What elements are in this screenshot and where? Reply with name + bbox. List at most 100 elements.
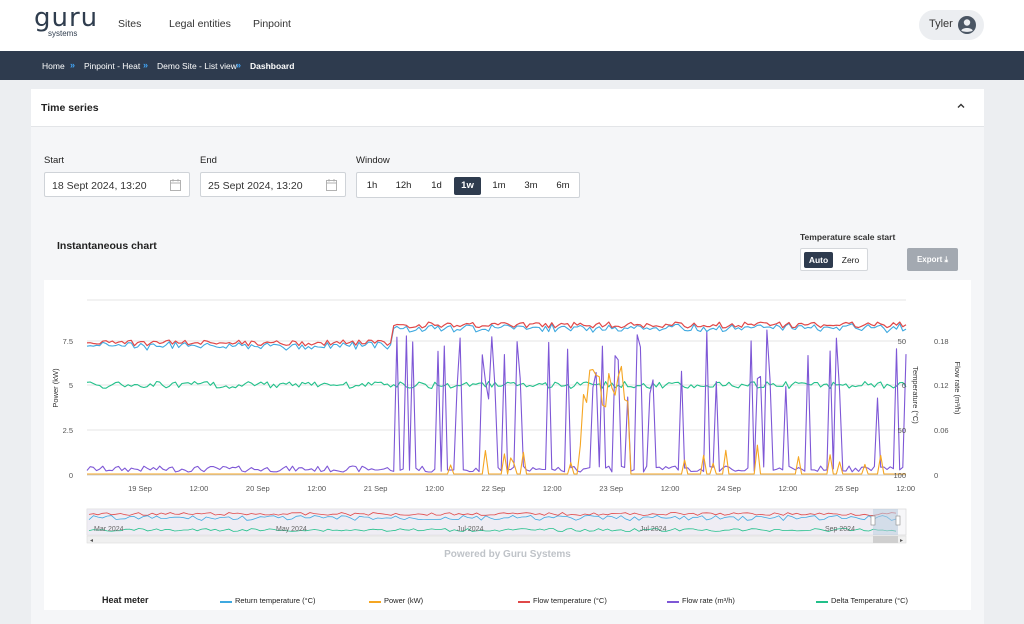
scale-zero-button[interactable]: Zero — [841, 255, 860, 265]
end-date-field[interactable]: 25 Sept 2024, 13:20 — [200, 172, 346, 197]
x-tick-label: 12:00 — [661, 484, 680, 493]
y-tick-left: 7.5 — [63, 337, 73, 346]
window-1h-button[interactable]: 1h — [366, 180, 378, 191]
breadcrumb-chevron-icon: » — [143, 60, 149, 70]
export-button[interactable]: Export ⤓ — [907, 248, 958, 271]
guru-systems-logo[interactable]: guru systems — [34, 3, 97, 39]
x-tick-label: 23 Sep — [599, 484, 623, 493]
range-navigator[interactable]: Mar 2024 May 2024 Jul 2024 Jul 2024 Sep … — [86, 508, 907, 544]
legend-power[interactable]: Power (kW) — [384, 596, 424, 605]
top-navigation-bar: guru systems Sites Legal entities Pinpoi… — [0, 0, 1024, 51]
series-return-temperature[interactable] — [86, 323, 907, 351]
legend-swatch-delta-temp — [816, 601, 828, 603]
y-tick-temperature: 50 — [898, 426, 906, 435]
panel-header[interactable]: Time series — [31, 89, 984, 127]
breadcrumb-chevron-icon: » — [70, 60, 76, 70]
window-1d-button[interactable]: 1d — [431, 180, 442, 191]
y-tick-temperature: 100 — [893, 471, 906, 480]
export-label: Export — [916, 255, 943, 264]
x-tick-label: 22 Sep — [482, 484, 506, 493]
navigator-delta-temperature — [88, 528, 897, 532]
chart-series-layer — [86, 321, 907, 475]
x-tick-label: 24 Sep — [717, 484, 741, 493]
x-tick-label: 21 Sep — [364, 484, 388, 493]
breadcrumb: Home » Pinpoint - Heat » Demo Site - Lis… — [0, 51, 1024, 80]
scroll-right-icon[interactable]: ▸ — [900, 538, 903, 544]
navigator-label: Jul 2024 — [640, 526, 667, 533]
window-6m-button[interactable]: 6m — [556, 180, 570, 191]
breadcrumb-pinpoint-heat[interactable]: Pinpoint - Heat — [84, 61, 141, 71]
user-avatar-icon — [958, 16, 976, 34]
y-tick-left: 5 — [69, 381, 73, 390]
x-tick-label: 12:00 — [190, 484, 209, 493]
y-axis-label-power: Power (kW) — [51, 368, 60, 408]
window-1w-button[interactable]: 1w — [454, 177, 481, 195]
y-tick-flow-rate: 0.12 — [934, 381, 949, 390]
navigator-flow-temperature — [88, 512, 897, 516]
collapse-chevron-icon[interactable] — [956, 101, 966, 111]
navigator-series — [88, 512, 897, 532]
navigator-label: Mar 2024 — [94, 526, 124, 533]
temperature-scale-toggle: Auto Zero — [800, 248, 868, 271]
x-tick-label: 12:00 — [896, 484, 915, 493]
window-3m-button[interactable]: 3m — [524, 180, 538, 191]
navigator-right-handle[interactable] — [895, 515, 901, 526]
navigator-scrollbar[interactable] — [86, 535, 907, 544]
instantaneous-chart[interactable]: 7.5 5 2.5 0 Power (kW) 50 0 50 100 Tempe… — [44, 280, 971, 550]
panel-title: Time series — [41, 102, 99, 114]
legend-swatch-return-temp — [220, 601, 232, 603]
temperature-scale-label: Temperature scale start — [800, 232, 896, 242]
start-date-field[interactable]: 18 Sept 2024, 13:20 — [44, 172, 190, 197]
x-tick-label: 12:00 — [307, 484, 326, 493]
y-axis-label-flow-rate: Flow rate (m³/h) — [953, 362, 962, 415]
series-delta-temperature[interactable] — [86, 380, 907, 390]
breadcrumb-dashboard: Dashboard — [250, 61, 295, 71]
time-series-panel: Time series Start 18 Sept 2024, 13:20 En… — [31, 89, 984, 624]
navigator-label: Jul 2024 — [457, 526, 484, 533]
logo-wordmark: guru — [34, 3, 99, 33]
window-1m-button[interactable]: 1m — [492, 180, 506, 191]
series-power[interactable] — [87, 365, 906, 475]
legend-delta-temperature[interactable]: Delta Temperature (°C) — [831, 596, 909, 605]
legend-title: Heat meter — [102, 595, 149, 605]
nav-pinpoint[interactable]: Pinpoint — [253, 18, 291, 30]
x-tick-label: 12:00 — [425, 484, 444, 493]
instantaneous-chart-card: Instantaneous chart Temperature scale st… — [44, 222, 971, 610]
legend-flow-rate[interactable]: Flow rate (m³/h) — [682, 596, 735, 605]
x-tick-label: 19 Sep — [128, 484, 152, 493]
window-label: Window — [356, 155, 390, 166]
user-menu[interactable]: Tyler — [919, 10, 984, 40]
window-selector: 1h 12h 1d 1w 1m 3m 6m — [356, 172, 580, 198]
chart-card-header: Instantaneous chart Temperature scale st… — [44, 222, 971, 280]
navigator-selection[interactable] — [873, 509, 898, 535]
calendar-icon — [326, 179, 337, 191]
nav-legal-entities[interactable]: Legal entities — [169, 18, 231, 30]
legend-return-temperature[interactable]: Return temperature (°C) — [235, 596, 316, 605]
scale-auto-button[interactable]: Auto — [804, 252, 833, 268]
chart-title: Instantaneous chart — [57, 240, 157, 252]
breadcrumb-chevron-icon: » — [236, 60, 242, 70]
user-name: Tyler — [929, 18, 953, 30]
navigator-left-handle[interactable] — [870, 515, 876, 526]
breadcrumb-home[interactable]: Home — [42, 61, 65, 71]
breadcrumb-demo-site[interactable]: Demo Site - List view — [157, 61, 237, 71]
end-date-value: 25 Sept 2024, 13:20 — [208, 180, 303, 192]
y-tick-temperature: 0 — [902, 381, 906, 390]
x-axis-ticks: 19 Sep 12:00 20 Sep 12:00 21 Sep 12:00 22 Sep 1… — [128, 484, 915, 493]
end-label: End — [200, 155, 217, 166]
nav-sites[interactable]: Sites — [118, 18, 142, 30]
navigator-scrollbar-thumb[interactable] — [873, 536, 898, 543]
series-flow-temperature[interactable] — [86, 321, 907, 347]
scroll-left-icon[interactable]: ◂ — [90, 538, 93, 544]
legend-swatch-flow-temp — [518, 601, 530, 603]
start-label: Start — [44, 155, 65, 166]
y-tick-left: 0 — [69, 471, 73, 480]
series-flow-rate[interactable] — [86, 329, 907, 473]
legend-swatch-flow-rate — [667, 601, 679, 603]
navigator-label: May 2024 — [276, 526, 307, 533]
window-12h-button[interactable]: 12h — [395, 180, 412, 191]
y-tick-flow-rate: 0 — [934, 471, 938, 480]
navigator-return-temperature — [88, 515, 897, 521]
start-date-value: 18 Sept 2024, 13:20 — [52, 180, 147, 192]
legend-flow-temperature[interactable]: Flow temperature (°C) — [533, 596, 607, 605]
